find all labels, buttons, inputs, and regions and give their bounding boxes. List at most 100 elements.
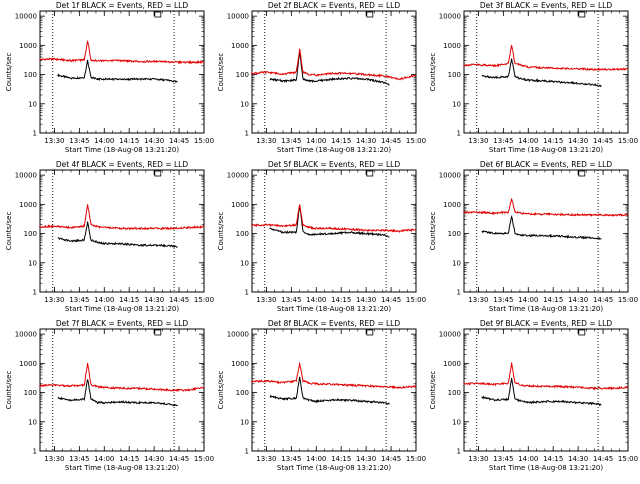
legend-box <box>578 11 586 18</box>
y-tick-label: 100 <box>236 230 249 238</box>
series-line-events <box>57 379 178 407</box>
chart-panel-9: Det 9f BLACK = Events, RED = LLD 1 10 100 10… <box>429 319 638 472</box>
chart-panel-3: Det 3f BLACK = Events, RED = LLD 1 10 100 10… <box>429 1 638 154</box>
x-tick-label: 15:00 <box>618 296 638 304</box>
x-tick-label: 13:30 <box>468 296 488 304</box>
y-tick-label: 100 <box>24 230 37 238</box>
x-tick-label: 14:30 <box>144 455 164 463</box>
y-tick-label: 1 <box>245 130 249 138</box>
x-tick-label: 14:30 <box>356 455 376 463</box>
series-line-events <box>481 214 602 240</box>
chart-title: Det 8f BLACK = Events, RED = LLD <box>268 319 401 328</box>
plot-frame <box>463 10 629 134</box>
legend-box <box>366 11 374 18</box>
y-tick-label: 10 <box>452 100 461 108</box>
x-tick-label: 14:45 <box>169 296 189 304</box>
x-tick-label: 14:00 <box>518 296 538 304</box>
y-tick-label: 10 <box>452 418 461 426</box>
series-line-lld <box>38 40 205 65</box>
x-tick-label: 14:45 <box>593 455 613 463</box>
x-tick-label: 14:00 <box>518 137 538 145</box>
legend-box <box>578 170 586 177</box>
x-tick-label: 14:45 <box>169 455 189 463</box>
chart-title: Det 3f BLACK = Events, RED = LLD <box>480 1 613 10</box>
chart-title: Det 4f BLACK = Events, RED = LLD <box>56 160 189 169</box>
plot-frame <box>251 169 417 293</box>
y-tick-label: 100 <box>24 71 37 79</box>
x-tick-label: 14:30 <box>356 137 376 145</box>
x-tick-label: 14:45 <box>381 296 401 304</box>
x-tick-label: 13:30 <box>44 296 64 304</box>
y-tick-label: 1 <box>245 448 249 456</box>
x-tick-label: 15:00 <box>194 137 214 145</box>
legend-box <box>366 170 374 177</box>
y-tick-label: 10 <box>240 418 249 426</box>
series-line-events <box>269 51 390 86</box>
x-tick-label: 14:15 <box>119 137 139 145</box>
x-tick-label: 13:45 <box>69 296 89 304</box>
chart-title: Det 7f BLACK = Events, RED = LLD <box>56 319 189 328</box>
x-tick-label: 15:00 <box>406 296 426 304</box>
y-tick-label: 1000 <box>443 360 461 368</box>
y-tick-label: 10 <box>240 100 249 108</box>
series-line-lld <box>250 362 417 390</box>
y-tick-label: 10000 <box>439 331 461 339</box>
y-tick-label: 10 <box>28 418 37 426</box>
chart-title: Det 9f BLACK = Events, RED = LLD <box>480 319 613 328</box>
x-tick-label: 14:45 <box>593 296 613 304</box>
y-tick-label: 10000 <box>227 13 249 21</box>
x-tick-label: 14:30 <box>568 455 588 463</box>
y-axis-label: Counts/sec <box>217 212 225 251</box>
x-tick-label: 14:15 <box>119 296 139 304</box>
x-tick-label: 14:30 <box>568 137 588 145</box>
chart-panel-8: Det 8f BLACK = Events, RED = LLD 1 10 100 10… <box>217 319 426 472</box>
chart-panel-6: Det 6f BLACK = Events, RED = LLD 1 10 100 10… <box>429 160 638 313</box>
series-line-events <box>269 204 390 238</box>
series-line-lld <box>462 198 629 217</box>
x-tick-label: 15:00 <box>406 455 426 463</box>
y-tick-label: 10000 <box>15 172 37 180</box>
y-axis-label: Counts/sec <box>429 212 437 251</box>
x-tick-label: 13:30 <box>256 455 276 463</box>
x-tick-label: 14:00 <box>94 296 114 304</box>
y-tick-label: 1 <box>33 448 37 456</box>
legend-box <box>154 11 162 18</box>
y-tick-label: 1 <box>33 289 37 297</box>
y-tick-label: 10000 <box>439 13 461 21</box>
x-tick-label: 13:45 <box>281 137 301 145</box>
x-tick-label: 15:00 <box>406 137 426 145</box>
y-tick-label: 1000 <box>443 201 461 209</box>
x-tick-label: 14:30 <box>144 137 164 145</box>
x-tick-label: 14:00 <box>306 137 326 145</box>
y-tick-label: 1 <box>457 448 461 456</box>
y-tick-label: 10000 <box>227 331 249 339</box>
chart-panel-4: Det 4f BLACK = Events, RED = LLD 1 10 100 10… <box>5 160 214 313</box>
legend-box <box>154 329 162 336</box>
x-tick-label: 13:30 <box>256 296 276 304</box>
x-tick-label: 14:30 <box>568 296 588 304</box>
x-tick-label: 14:30 <box>144 296 164 304</box>
y-tick-label: 1000 <box>19 201 37 209</box>
y-tick-label: 1000 <box>443 42 461 50</box>
chart-title: Det 2f BLACK = Events, RED = LLD <box>268 1 401 10</box>
y-tick-label: 1 <box>245 289 249 297</box>
x-axis-label: Start Time (18-Aug-08 13:21:20) <box>489 464 603 472</box>
legend-box <box>578 329 586 336</box>
x-tick-label: 14:15 <box>331 296 351 304</box>
plot-frame <box>463 169 629 293</box>
x-tick-label: 13:45 <box>493 455 513 463</box>
x-tick-label: 14:00 <box>518 455 538 463</box>
y-axis-label: Counts/sec <box>429 53 437 92</box>
y-tick-label: 1 <box>33 130 37 138</box>
y-tick-label: 100 <box>448 230 461 238</box>
y-tick-label: 1000 <box>231 42 249 50</box>
x-tick-label: 15:00 <box>194 455 214 463</box>
plot-frame <box>39 169 205 293</box>
series-line-lld <box>250 48 416 81</box>
x-tick-label: 13:45 <box>281 455 301 463</box>
y-tick-label: 100 <box>24 389 37 397</box>
chart-title: Det 5f BLACK = Events, RED = LLD <box>268 160 401 169</box>
series-line-lld <box>250 204 417 233</box>
